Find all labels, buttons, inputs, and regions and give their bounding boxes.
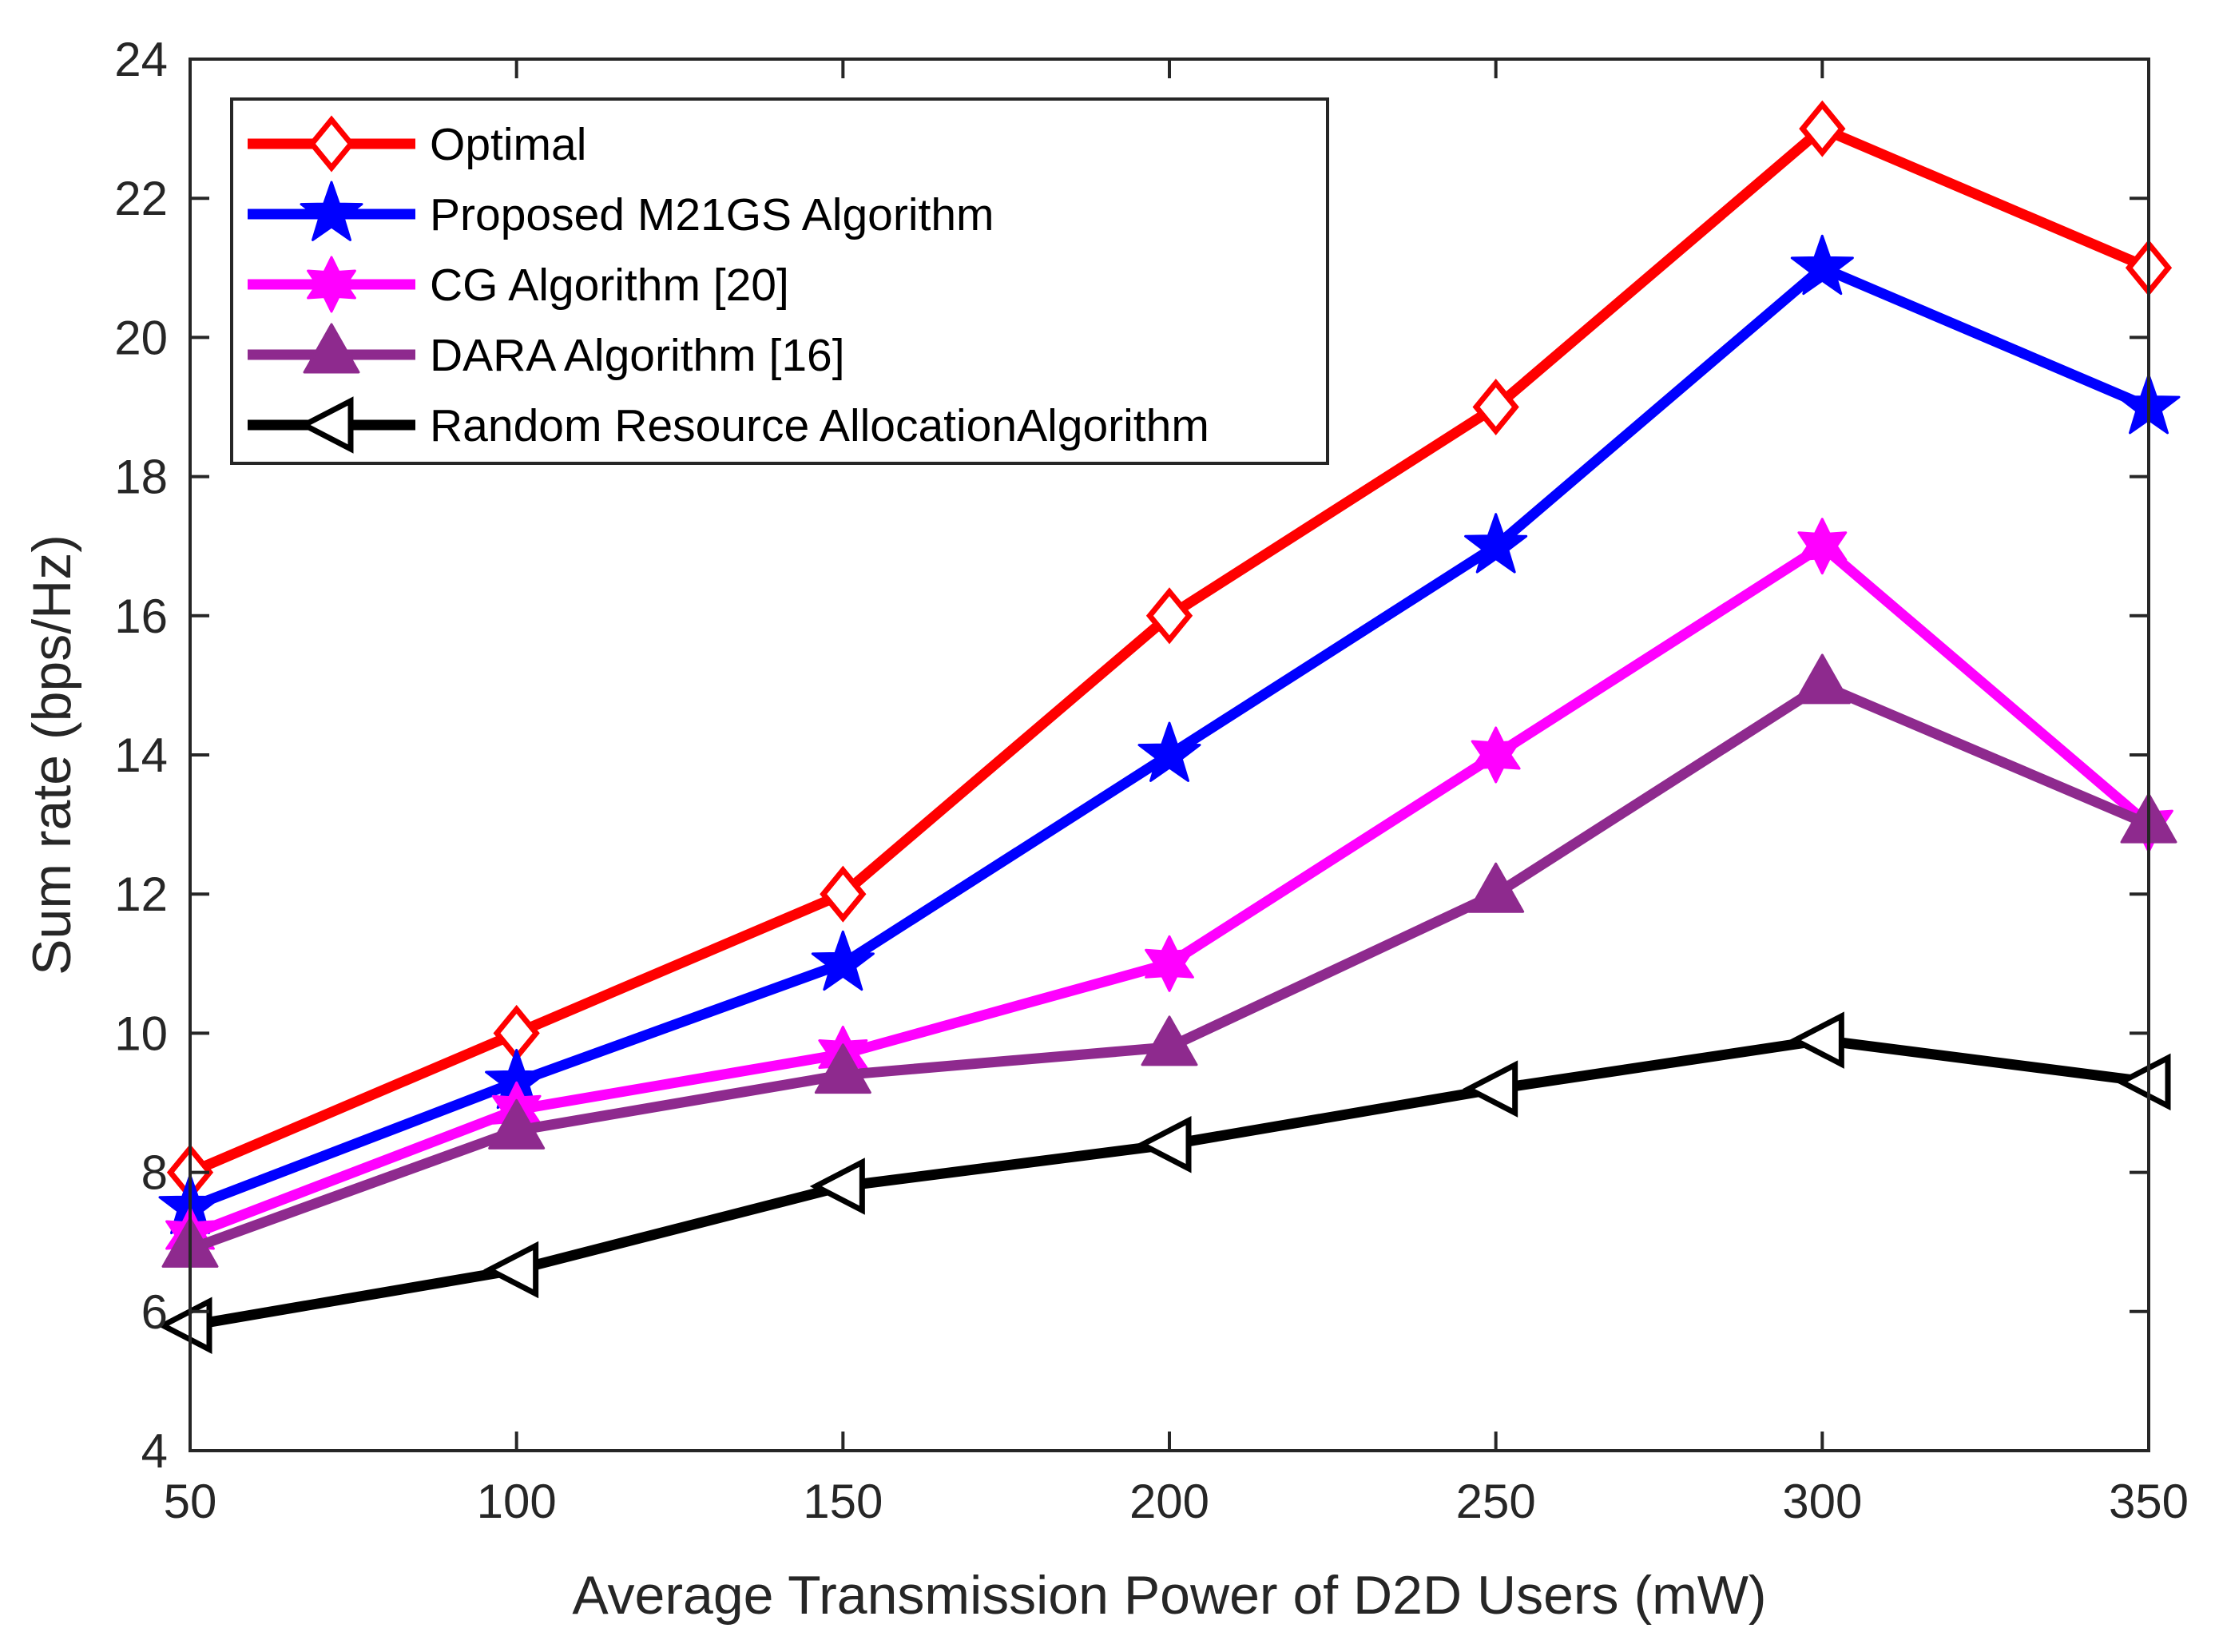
y-tick-label: 14 [114, 729, 168, 782]
y-tick-label: 8 [141, 1146, 168, 1200]
legend-item: Random Resource AllocationAlgorithm [248, 396, 1209, 454]
legend-item: Optimal [248, 115, 586, 173]
series-diamond [166, 100, 2173, 1201]
y-tick-label: 24 [114, 33, 168, 86]
data-point [488, 1098, 546, 1150]
y-tick-label: 18 [114, 451, 168, 504]
legend-item: DARA Algorithm [16] [248, 323, 845, 381]
y-tick-label: 20 [114, 311, 168, 364]
x-tick-label: 250 [1456, 1475, 1536, 1528]
data-point [820, 865, 867, 923]
y-tick-label: 4 [141, 1424, 168, 1478]
x-tick-label: 350 [2109, 1475, 2189, 1528]
data-point [1797, 518, 1848, 575]
data-point [1788, 1011, 1844, 1069]
y-tick-label: 12 [114, 868, 168, 921]
data-point [1141, 1015, 1198, 1066]
legend-item: Proposed M21GS Algorithm [248, 181, 994, 241]
data-point [1799, 100, 1846, 157]
legend-marker [298, 396, 354, 454]
legend-marker [300, 181, 363, 241]
legend-marker [308, 115, 355, 173]
x-tick-label: 100 [477, 1475, 557, 1528]
series-triangle [161, 653, 2177, 1268]
series-triangle-left [157, 1011, 2171, 1354]
data-point [1145, 935, 1194, 992]
x-axis-title: Average Transmission Power of D2D Users … [572, 1565, 1766, 1626]
legend-marker [303, 323, 360, 374]
data-point [483, 1241, 539, 1299]
data-point [1793, 653, 1851, 705]
legend-label: Proposed M21GS Algorithm [430, 189, 994, 240]
x-tick-label: 50 [164, 1475, 217, 1528]
x-tick-label: 300 [1782, 1475, 1862, 1528]
legend-label: DARA Algorithm [16] [430, 330, 845, 381]
data-point [809, 1158, 865, 1215]
data-point [1137, 721, 1201, 782]
data-point [1145, 587, 1193, 645]
legend-label: Optimal [430, 119, 586, 170]
y-tick-label: 22 [114, 172, 168, 225]
series-layer [157, 100, 2181, 1354]
data-point [811, 930, 875, 991]
y-axis-title: Sum rate (bps/Hz) [22, 534, 82, 975]
data-point [814, 1043, 871, 1094]
legend: Optimal Proposed M21GS Algorithm CG Algori… [230, 97, 1329, 465]
legend-item: CG Algorithm [20] [248, 256, 789, 313]
tick-layer: 50 100 150 200 250 300 350 4 6 8 10 12 14 16 18 20 22 24 [114, 33, 2189, 1528]
data-point [1472, 378, 1519, 436]
data-point [1467, 862, 1525, 913]
data-point [1464, 513, 1528, 574]
legend-marker [307, 256, 356, 313]
data-point [157, 1297, 212, 1354]
y-tick-label: 10 [114, 1007, 168, 1060]
data-point [1790, 234, 1854, 296]
data-point [1471, 726, 1521, 784]
x-tick-label: 200 [1129, 1475, 1209, 1528]
y-tick-label: 16 [114, 590, 168, 643]
legend-label: CG Algorithm [20] [430, 260, 789, 311]
data-point [2115, 1053, 2171, 1111]
data-point [1463, 1060, 1518, 1118]
y-tick-label: 6 [141, 1285, 168, 1339]
data-point [1136, 1116, 1192, 1173]
x-tick-label: 150 [803, 1475, 883, 1528]
legend-label: Random Resource AllocationAlgorithm [430, 400, 1209, 451]
